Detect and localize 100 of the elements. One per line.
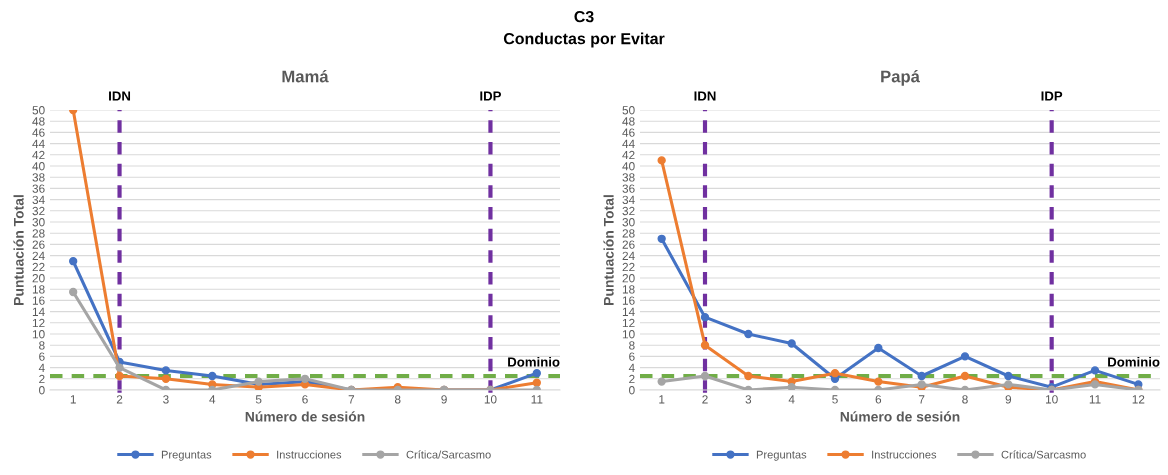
y-tick-label: 34 [32, 195, 45, 204]
x-tick-label: 8 [394, 395, 401, 404]
x-tick-label: 10 [1046, 395, 1058, 404]
x-tick-label: 4 [209, 395, 216, 404]
point [657, 156, 666, 165]
y-tick-label: 18 [32, 285, 45, 294]
y-tick-label: 12 [32, 318, 45, 328]
y-tick-label: 24 [32, 251, 45, 260]
y-tick-label: 16 [32, 296, 45, 305]
point [1090, 366, 1100, 375]
ref-line-label: IDP [1041, 91, 1063, 101]
ref-line-label: IDP [480, 91, 501, 101]
point [532, 369, 541, 378]
point [960, 371, 970, 381]
legend-label: Instrucciones [872, 450, 937, 459]
point [69, 257, 78, 266]
chart-title: Mamá [282, 70, 329, 83]
x-tick-label: 12 [1132, 395, 1145, 404]
x-tick-label: 1 [659, 395, 665, 404]
x-tick-label: 2 [702, 395, 708, 404]
y-tick-label: 32 [32, 206, 45, 216]
y-tick-label: 22 [32, 262, 45, 272]
legend-label: Crítica/Sarcasmo [1001, 450, 1086, 459]
point [532, 378, 541, 387]
legend-label: Instrucciones [277, 450, 342, 459]
y-tick-label: 10 [32, 330, 45, 339]
x-tick-label: 3 [745, 395, 752, 404]
point [69, 287, 78, 297]
point [657, 234, 666, 243]
point [874, 343, 883, 353]
y-tick-label: 46 [622, 128, 635, 137]
y-axis-title: Puntuación Total [13, 195, 24, 305]
x-tick-label: 5 [255, 395, 262, 404]
y-tick-label: 14 [32, 307, 45, 316]
x-tick-label: 6 [875, 395, 882, 404]
y-tick-label: 2 [39, 374, 45, 384]
x-tick-label: 9 [441, 395, 447, 404]
y-tick-label: 16 [622, 296, 635, 305]
point [161, 374, 171, 383]
y-tick-label: 18 [622, 285, 635, 294]
ref-line-label: IDN [694, 91, 716, 101]
x-tick-label: 9 [1005, 395, 1012, 404]
x-tick-label: 4 [788, 395, 795, 404]
y-tick-label: 12 [622, 318, 635, 328]
point [700, 341, 710, 350]
y-tick-label: 50 [32, 106, 45, 115]
y-tick-label: 40 [32, 162, 45, 171]
y-tick-label: 28 [622, 229, 635, 238]
y-tick-label: 0 [629, 386, 635, 395]
point [161, 366, 171, 375]
legend-label: Preguntas [161, 450, 212, 461]
x-axis-title: Número de sesión [245, 411, 365, 422]
point [657, 377, 666, 386]
y-tick-label: 32 [622, 206, 635, 216]
x-tick-label: 5 [832, 395, 838, 404]
y-tick-label: 6 [39, 352, 45, 361]
y-tick-label: 20 [32, 274, 45, 283]
y-tick-label: 8 [629, 341, 635, 350]
y-tick-label: 26 [622, 240, 635, 249]
point [208, 371, 217, 381]
y-tick-label: 22 [622, 262, 635, 272]
ref-line-label: Dominio [1108, 356, 1160, 367]
point [830, 369, 840, 378]
x-tick-label: 7 [348, 395, 355, 404]
point [700, 313, 710, 322]
y-tick-label: 0 [39, 386, 45, 395]
x-tick-label: 6 [302, 395, 308, 404]
y-tick-label: 36 [622, 184, 635, 193]
point [874, 377, 883, 386]
point [960, 352, 970, 361]
x-tick-label: 2 [116, 395, 123, 404]
y-tick-label: 4 [38, 363, 45, 372]
ref-line-label: IDN [109, 91, 131, 101]
point [787, 383, 796, 390]
point [1004, 371, 1013, 381]
x-tick-label: 1 [70, 395, 76, 404]
legend-label: Crítica/Sarcasmo [406, 450, 491, 459]
y-tick-label: 26 [32, 240, 45, 249]
point [917, 371, 926, 381]
y-tick-label: 20 [622, 274, 635, 283]
y-tick-label: 2 [629, 374, 635, 384]
x-tick-label: 7 [918, 395, 925, 404]
point [115, 371, 124, 381]
y-tick-label: 30 [32, 218, 45, 227]
x-axis-title: Número de sesión [840, 411, 960, 422]
y-tick-label: 44 [32, 139, 45, 148]
y-tick-label: 14 [622, 307, 635, 316]
y-tick-label: 38 [622, 173, 635, 182]
point [115, 363, 124, 372]
y-tick-label: 8 [39, 341, 45, 350]
y-tick-label: 48 [32, 117, 45, 126]
y-tick-label: 44 [622, 139, 635, 148]
text: C3 [574, 10, 594, 23]
point [744, 371, 753, 381]
y-tick-label: 24 [622, 251, 635, 260]
y-tick-label: 4 [628, 363, 635, 372]
y-tick-label: 36 [32, 184, 45, 193]
y-tick-label: 40 [622, 162, 635, 171]
chart-title: Papá [881, 70, 920, 86]
x-tick-label: 11 [531, 395, 543, 404]
